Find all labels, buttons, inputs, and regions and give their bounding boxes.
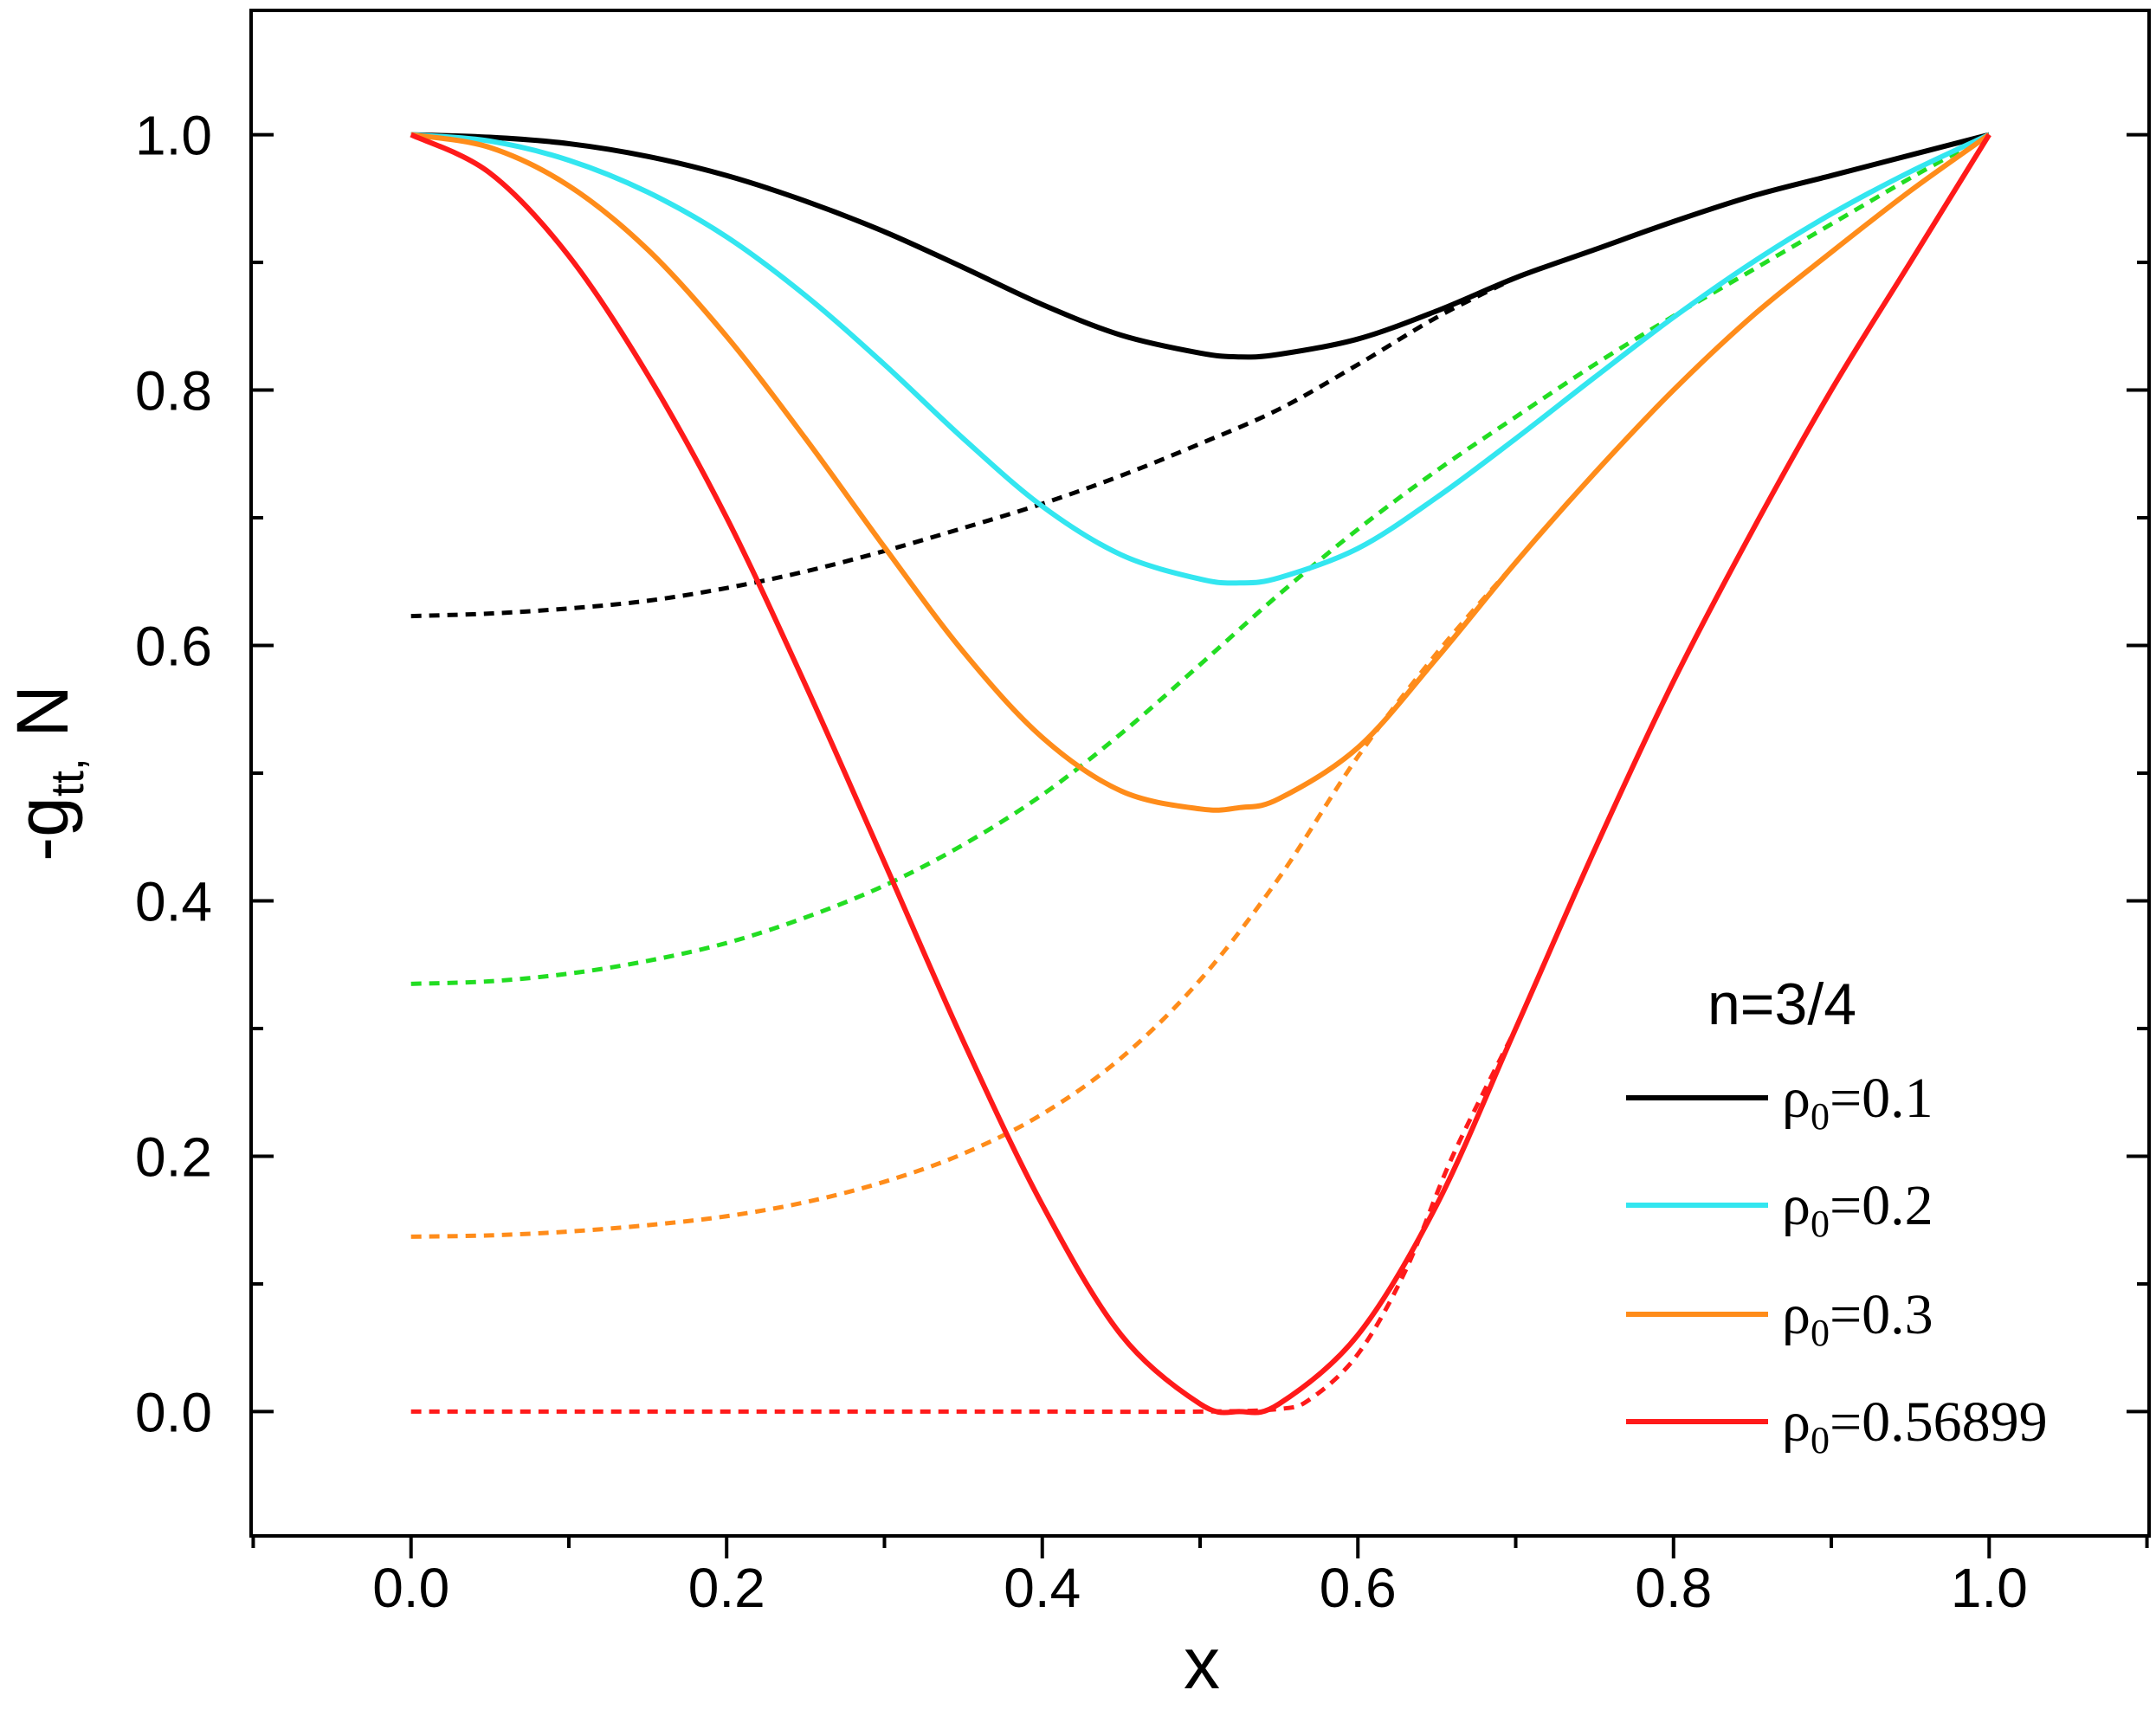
x-tick-label: 0.2 (688, 1557, 765, 1619)
y-axis-title: -gtt, N (2, 685, 94, 861)
x-axis-title: x (1184, 1622, 1220, 1704)
legend-title: n=3/4 (1707, 971, 1856, 1037)
y-tick-label: 0.6 (135, 616, 212, 678)
x-tick-label: 0.4 (1004, 1557, 1081, 1619)
series-line-5 (410, 561, 1518, 1239)
y-tick-label: 1.0 (135, 105, 212, 167)
plot-frame (249, 9, 2151, 1538)
y-tick-label: 0.8 (135, 360, 212, 423)
tick-labels: 0.0 0.2 0.4 0.6 0.8 1.0 0.0 0.2 0.4 0.6 0.8 1.0 (135, 105, 2028, 1619)
legend-label: ρ0=0.1 (1782, 1067, 1933, 1138)
series-layer (410, 132, 1991, 1416)
series-line-1 (410, 275, 1517, 619)
series-line-0 (410, 132, 1991, 360)
series-line-6 (410, 132, 1991, 1416)
legend-label: ρ0=0.56899 (1782, 1390, 2048, 1461)
series-line-4 (410, 132, 1991, 813)
legend: n=3/4 ρ0=0.1 ρ0=0.2 ρ0=0.3 ρ0=0.56899 (1626, 971, 2048, 1461)
legend-label: ρ0=0.3 (1782, 1283, 1933, 1354)
x-tick-label: 0.0 (372, 1557, 449, 1619)
y-tick-label: 0.4 (135, 870, 212, 932)
axis-ticks (251, 132, 2149, 1558)
x-tick-label: 0.8 (1635, 1557, 1712, 1619)
y-tick-label: 0.0 (135, 1381, 212, 1443)
x-tick-label: 0.6 (1320, 1557, 1397, 1619)
legend-label: ρ0=0.2 (1782, 1174, 1933, 1245)
series-line-7 (410, 1027, 1518, 1415)
y-tick-label: 0.2 (135, 1126, 212, 1188)
series-line-2 (410, 132, 1991, 586)
x-tick-label: 1.0 (1951, 1557, 2028, 1619)
series-line-3 (410, 132, 1991, 986)
